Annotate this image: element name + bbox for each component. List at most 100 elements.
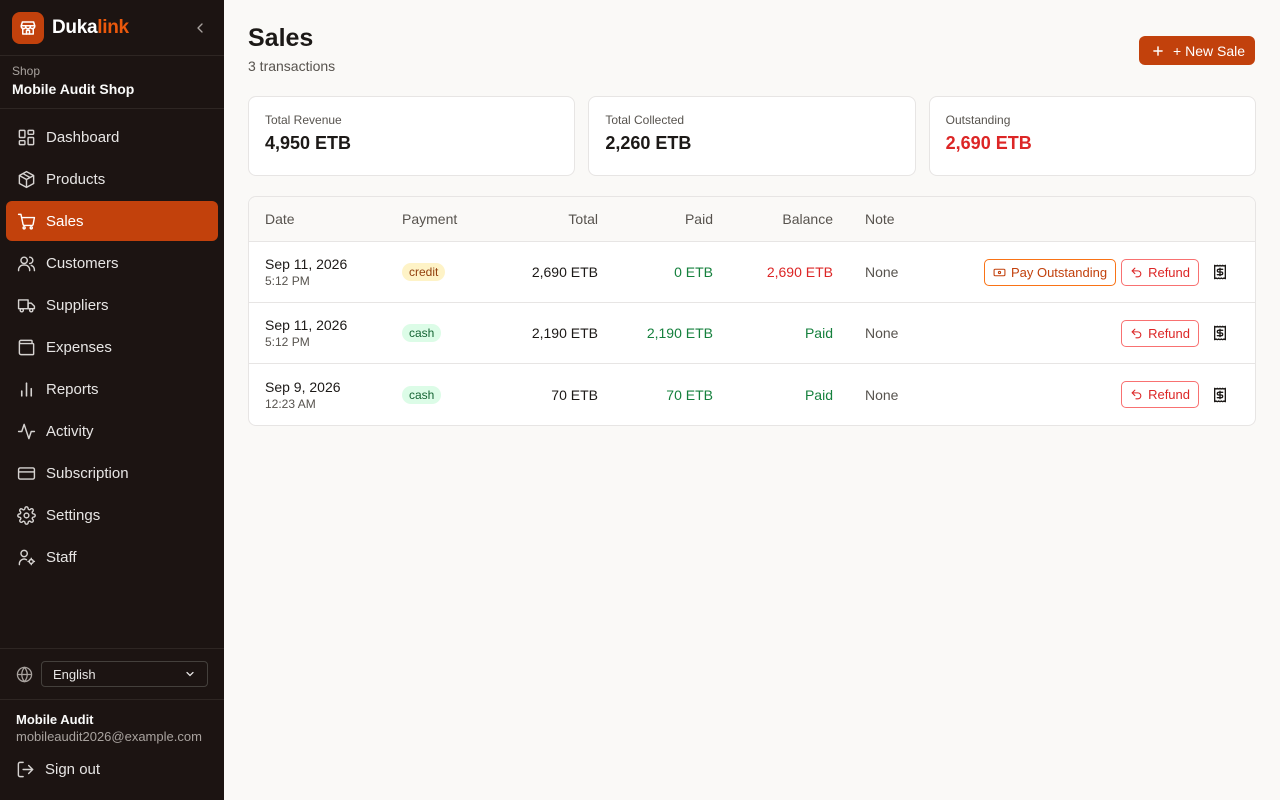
stat-value: 2,690 ETB (945, 133, 1032, 153)
refund-button[interactable]: Refund (1121, 319, 1199, 347)
shop-info: Shop Mobile Audit Shop (0, 56, 224, 109)
sign-out-label: Sign out (45, 761, 101, 778)
note-cell: None (865, 386, 899, 403)
paid-cell: 70 ETB (666, 386, 713, 403)
table-header: Date Payment Total Paid Balance Note (249, 197, 1255, 242)
sidebar-item-label: Subscription (46, 464, 129, 482)
sidebar-item-label: Activity (46, 422, 94, 440)
undo-icon (1130, 266, 1143, 279)
credit-card-icon (16, 463, 36, 483)
shop-name: Mobile Audit Shop (12, 81, 135, 97)
undo-icon (1130, 388, 1143, 401)
users-icon (16, 253, 36, 273)
user-name: Mobile Audit (16, 712, 94, 727)
payment-cell: credit (402, 263, 522, 281)
table-row: Sep 11, 2026 5:12 PM credit 2,690 ETB 0 … (249, 242, 1255, 303)
column-header-total: Total (568, 211, 598, 227)
receipt-icon[interactable] (1207, 382, 1233, 408)
sale-time: 5:12 PM (265, 335, 310, 349)
stat-card-total-collected: Total Collected 2,260 ETB (588, 96, 916, 176)
paid-cell: 0 ETB (674, 264, 713, 280)
new-sale-button[interactable]: + New Sale (1139, 36, 1255, 65)
refund-label: Refund (1148, 264, 1190, 280)
sidebar-nav: Dashboard Products Sales Customers Suppl… (0, 109, 224, 587)
sale-time: 12:23 AM (265, 396, 316, 411)
sidebar-item-products[interactable]: Products (6, 159, 218, 199)
date-cell: Sep 11, 2026 5:12 PM (249, 256, 402, 288)
sidebar-item-label: Settings (46, 506, 101, 524)
column-header-paid: Paid (684, 211, 713, 227)
language-row: English (0, 648, 224, 700)
sidebar: Dukalink Shop Mobile Audit Shop Dashboar… (0, 0, 224, 800)
sidebar-item-label: Staff (46, 548, 77, 566)
brand-name[interactable]: Dukalink (52, 16, 129, 38)
user-cog-icon (16, 547, 36, 567)
brand-header: Dukalink (0, 0, 224, 56)
new-sale-label: + New Sale (1173, 42, 1245, 59)
sidebar-item-label: Customers (46, 254, 119, 272)
sidebar-item-label: Products (46, 170, 106, 188)
banknote-icon (993, 266, 1006, 279)
balance-cell: Paid (804, 386, 833, 403)
language-select-value: English (53, 666, 96, 682)
column-header-balance: Balance (782, 211, 833, 227)
total-cell: 70 ETB (551, 386, 598, 403)
actions-cell: Refund (933, 319, 1255, 347)
sidebar-item-expenses[interactable]: Expenses (6, 327, 218, 367)
balance-cell: 2,690 ETB (766, 264, 833, 280)
gear-icon (16, 505, 36, 525)
sidebar-item-staff[interactable]: Staff (6, 537, 218, 577)
refund-label: Refund (1148, 387, 1190, 402)
stats-row: Total Revenue 4,950 ETB Total Collected … (248, 96, 1256, 176)
sidebar-item-reports[interactable]: Reports (6, 369, 218, 409)
chevron-left-icon (197, 22, 203, 33)
sidebar-item-settings[interactable]: Settings (6, 495, 218, 535)
payment-cell: cash (402, 324, 522, 342)
payment-badge: cash (402, 385, 442, 404)
sidebar-item-label: Reports (46, 380, 99, 398)
note-cell: None (865, 325, 899, 341)
log-out-icon (16, 760, 35, 779)
sidebar-item-subscription[interactable]: Subscription (6, 453, 218, 493)
sales-table: Date Payment Total Paid Balance Note Sep… (248, 196, 1256, 426)
collapse-sidebar-button[interactable] (188, 16, 212, 40)
refund-button[interactable]: Refund (1121, 258, 1199, 286)
user-email: mobileaudit2026@example.com (16, 729, 202, 744)
payment-cell: cash (402, 385, 522, 404)
sidebar-item-dashboard[interactable]: Dashboard (6, 117, 218, 157)
total-cell: 2,690 ETB (531, 264, 598, 280)
stat-label: Total Collected (605, 113, 685, 127)
column-header-payment: Payment (402, 211, 458, 227)
date-cell: Sep 9, 2026 12:23 AM (249, 379, 402, 411)
page-subtitle: 3 transactions (248, 58, 336, 74)
payment-badge: cash (402, 324, 442, 342)
column-header-note: Note (865, 211, 895, 227)
actions-cell: Pay Outstanding Refund (933, 258, 1255, 286)
table-row: Sep 11, 2026 5:12 PM cash 2,190 ETB 2,19… (249, 303, 1255, 364)
language-select[interactable]: English (41, 661, 208, 687)
sale-time: 5:12 PM (265, 274, 310, 288)
page-title: Sales (248, 24, 314, 52)
sidebar-item-sales[interactable]: Sales (6, 201, 218, 241)
table-row: Sep 9, 2026 12:23 AM cash 70 ETB 70 ETB … (249, 364, 1255, 425)
sign-out-button[interactable]: Sign out (16, 760, 100, 779)
sale-date: Sep 11, 2026 (265, 256, 348, 272)
main-content: Sales 3 transactions + New Sale Total Re… (224, 0, 1280, 800)
date-cell: Sep 11, 2026 5:12 PM (249, 317, 402, 349)
stat-label: Outstanding (945, 113, 1011, 127)
store-icon[interactable] (12, 11, 44, 44)
receipt-icon[interactable] (1207, 259, 1233, 285)
sidebar-item-customers[interactable]: Customers (6, 243, 218, 283)
refund-button[interactable]: Refund (1121, 381, 1199, 408)
stat-card-outstanding: Outstanding 2,690 ETB (928, 96, 1256, 176)
shop-label: Shop (12, 64, 41, 78)
activity-icon (16, 421, 36, 441)
receipt-icon[interactable] (1207, 320, 1233, 346)
actions-cell: Refund (933, 381, 1255, 408)
sidebar-item-label: Expenses (46, 338, 112, 356)
pay-outstanding-button[interactable]: Pay Outstanding (983, 258, 1117, 286)
total-cell: 2,190 ETB (531, 325, 598, 341)
sidebar-item-activity[interactable]: Activity (6, 411, 218, 451)
stat-label: Total Revenue (265, 113, 342, 127)
sidebar-item-suppliers[interactable]: Suppliers (6, 285, 218, 325)
